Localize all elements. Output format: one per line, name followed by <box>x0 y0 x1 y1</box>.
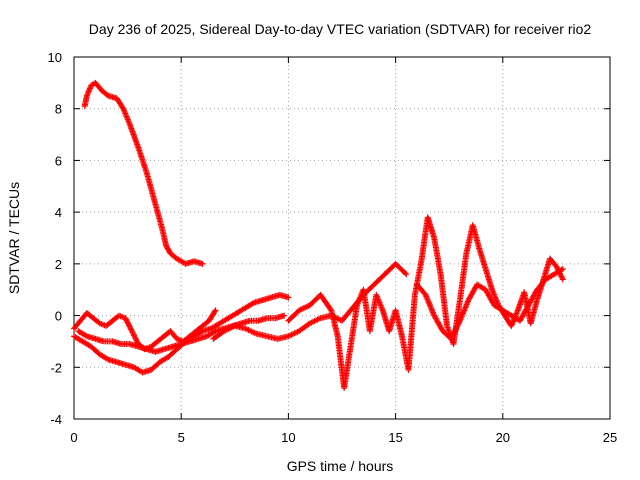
data-point-marker <box>455 320 462 327</box>
data-point-marker <box>450 331 457 338</box>
data-point-marker <box>402 270 409 277</box>
data-point-marker <box>449 333 456 340</box>
series-track-high <box>81 79 206 267</box>
series-track-e <box>285 214 566 391</box>
data-point-marker <box>456 319 463 326</box>
data-point-marker <box>559 266 566 273</box>
axis-ticks: 0 5 10 15 20 25 -4 -2 0 2 4 6 8 10 <box>48 50 618 445</box>
data-point-marker <box>451 328 458 335</box>
x-tick-label: 10 <box>281 430 295 445</box>
y-tick-label: 0 <box>55 309 62 324</box>
data-point-marker <box>211 308 218 315</box>
data-points <box>71 79 566 391</box>
data-point-marker <box>199 260 206 267</box>
data-point-marker <box>453 324 460 331</box>
y-tick-label: 8 <box>55 102 62 117</box>
x-tick-label: 25 <box>603 430 617 445</box>
data-point-marker <box>452 327 459 334</box>
x-axis-label: GPS time / hours <box>287 458 394 474</box>
data-point-marker <box>281 312 288 319</box>
series-track-b <box>71 291 292 376</box>
grid <box>74 57 610 419</box>
series-track-f <box>414 266 566 342</box>
y-tick-label: 6 <box>55 153 62 168</box>
data-point-marker <box>452 326 459 333</box>
data-point-marker <box>285 294 292 301</box>
x-tick-label: 5 <box>178 430 185 445</box>
y-axis-label: SDTVAR / TECUs <box>6 182 22 294</box>
data-point-marker <box>327 306 334 313</box>
data-point-marker <box>454 323 461 330</box>
data-point-marker <box>212 307 219 314</box>
y-tick-label: -2 <box>50 360 62 375</box>
data-point-marker <box>559 276 566 283</box>
data-point-marker <box>403 271 410 278</box>
chart-title: Day 236 of 2025, Sidereal Day-to-day VTE… <box>89 21 592 37</box>
x-tick-label: 15 <box>388 430 402 445</box>
y-tick-label: 2 <box>55 257 62 272</box>
x-tick-label: 0 <box>70 430 77 445</box>
y-tick-label: -4 <box>50 412 62 427</box>
data-point-marker <box>449 334 456 341</box>
data-point-marker <box>448 335 455 342</box>
data-point-marker <box>450 330 457 337</box>
y-tick-label: 4 <box>55 205 62 220</box>
data-point-marker <box>454 321 461 328</box>
series-track-a <box>71 307 219 353</box>
x-tick-label: 20 <box>496 430 510 445</box>
plot-frame <box>73 56 611 420</box>
y-tick-label: 10 <box>48 50 62 65</box>
